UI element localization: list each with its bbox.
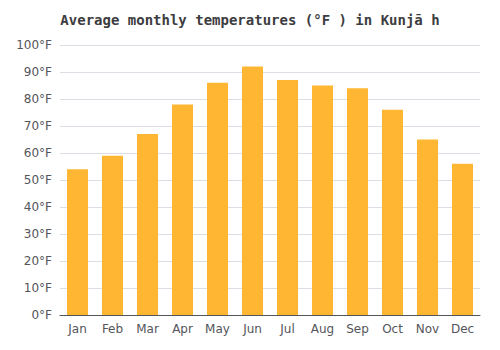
svg-text:Mar: Mar bbox=[136, 322, 159, 336]
svg-text:100°F: 100°F bbox=[16, 38, 52, 52]
svg-text:70°F: 70°F bbox=[24, 119, 52, 133]
svg-text:50°F: 50°F bbox=[24, 173, 52, 187]
svg-text:90°F: 90°F bbox=[24, 65, 52, 79]
svg-text:0°F: 0°F bbox=[31, 308, 52, 322]
svg-text:10°F: 10°F bbox=[24, 281, 52, 295]
svg-text:20°F: 20°F bbox=[24, 254, 52, 268]
svg-text:Sep: Sep bbox=[346, 322, 369, 336]
svg-text:Dec: Dec bbox=[451, 322, 474, 336]
svg-text:Jan: Jan bbox=[67, 322, 87, 336]
svg-text:May: May bbox=[205, 322, 230, 336]
svg-text:Aug: Aug bbox=[311, 322, 334, 336]
svg-text:60°F: 60°F bbox=[24, 146, 52, 160]
svg-text:Apr: Apr bbox=[172, 322, 193, 336]
svg-text:Average monthly temperatures (: Average monthly temperatures (°F ) in Ku… bbox=[60, 12, 439, 28]
svg-text:Feb: Feb bbox=[102, 322, 123, 336]
svg-text:Nov: Nov bbox=[416, 322, 439, 336]
svg-text:40°F: 40°F bbox=[24, 200, 52, 214]
svg-text:Jul: Jul bbox=[279, 322, 294, 336]
svg-text:Jun: Jun bbox=[242, 322, 262, 336]
svg-text:Oct: Oct bbox=[382, 322, 403, 336]
svg-text:80°F: 80°F bbox=[24, 92, 52, 106]
svg-text:30°F: 30°F bbox=[24, 227, 52, 241]
